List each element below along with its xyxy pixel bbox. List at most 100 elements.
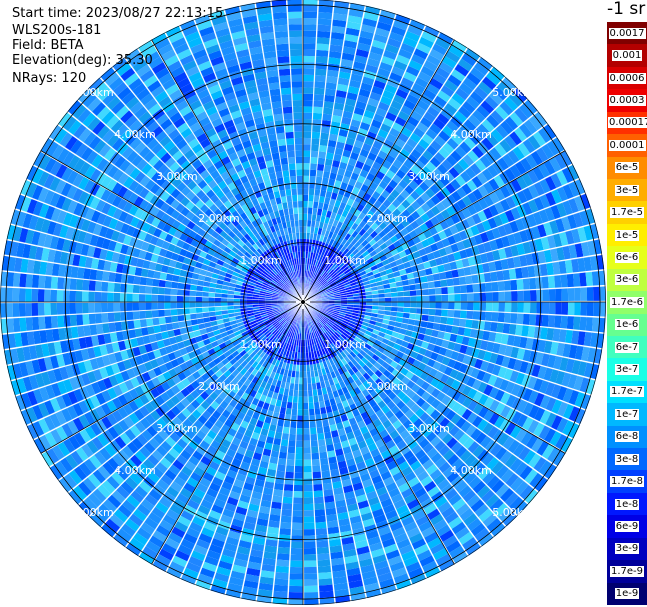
range-gate — [202, 286, 210, 293]
range-gate — [19, 273, 27, 288]
range-gate — [288, 309, 294, 315]
range-gate — [260, 344, 268, 352]
ray-separator — [302, 301, 494, 538]
range-gate — [372, 268, 380, 275]
range-gate — [284, 314, 290, 320]
range-gate — [394, 116, 407, 127]
range-gate — [316, 540, 329, 548]
range-gate — [516, 313, 524, 325]
range-gate — [303, 257, 306, 265]
range-gate — [365, 64, 379, 74]
range-gate — [80, 219, 91, 232]
range-gate — [329, 281, 336, 287]
range-gate — [457, 158, 470, 171]
range-gate — [362, 321, 370, 327]
range-gate — [446, 437, 458, 449]
range-gate — [549, 220, 559, 235]
range-gate — [271, 279, 278, 285]
range-gate — [323, 197, 331, 205]
range-gate — [258, 299, 266, 302]
range-gate — [304, 573, 318, 580]
range-gate — [249, 341, 257, 349]
range-gate — [259, 505, 271, 514]
ray-separator — [302, 301, 587, 411]
range-gate — [293, 358, 298, 365]
range-gate — [150, 410, 161, 422]
range-gate — [277, 340, 283, 347]
range-gate — [358, 367, 367, 376]
range-gate — [341, 536, 355, 546]
range-gate — [351, 222, 359, 231]
range-gate — [162, 338, 171, 347]
range-gate — [280, 327, 286, 334]
range-gate — [303, 535, 316, 542]
range-gate — [536, 440, 550, 456]
range-gate — [393, 573, 410, 584]
range-gate — [330, 342, 337, 350]
range-gate — [37, 289, 45, 302]
range-gate — [331, 247, 338, 255]
range-gate — [112, 423, 125, 436]
range-gate — [478, 508, 494, 523]
range-gate — [342, 110, 353, 119]
range-gate — [228, 250, 237, 258]
range-gate — [436, 163, 448, 175]
range-gate — [51, 144, 65, 160]
range-gate — [270, 450, 280, 458]
ray-separator — [255, 301, 304, 602]
range-gate — [246, 310, 254, 314]
range-gate — [359, 247, 367, 255]
range-gate — [254, 479, 265, 488]
range-gate — [198, 533, 213, 544]
range-gate — [112, 453, 125, 467]
range-gate — [138, 249, 147, 260]
range-gate — [405, 329, 413, 337]
range-gate — [374, 560, 389, 570]
range-gate — [246, 567, 261, 577]
range-gate — [343, 257, 350, 264]
range-gate — [448, 425, 460, 437]
range-gate — [345, 561, 360, 570]
range-gate — [374, 386, 384, 395]
range-gate — [278, 451, 288, 459]
range-gate — [374, 350, 383, 358]
range-gate — [261, 454, 271, 463]
range-gate — [221, 310, 229, 315]
range-gate — [509, 457, 523, 472]
range-gate — [452, 317, 460, 327]
range-gate — [565, 358, 575, 373]
range-gate — [340, 302, 348, 305]
range-gate — [244, 276, 252, 282]
range-gate — [273, 289, 280, 293]
range-gate — [349, 320, 357, 325]
range-gate — [420, 401, 431, 412]
range-gate — [326, 290, 333, 295]
range-gate — [296, 421, 303, 429]
range-gate — [598, 317, 606, 333]
range-gate — [343, 317, 351, 323]
range-gate — [125, 518, 140, 532]
range-gate — [468, 458, 482, 471]
range-gate — [282, 502, 293, 511]
range-gate — [321, 317, 328, 324]
range-gate — [279, 291, 286, 296]
range-gate — [262, 353, 269, 361]
range-gate — [238, 274, 246, 280]
range-gate — [239, 302, 247, 306]
range-gate — [90, 210, 101, 223]
range-gate — [27, 390, 38, 407]
range-gate — [442, 125, 455, 138]
range-gate — [0, 318, 8, 334]
range-gate — [418, 362, 427, 371]
range-gate — [181, 408, 192, 419]
range-gate — [117, 449, 130, 463]
range-gate — [377, 313, 385, 319]
range-gate — [176, 295, 184, 302]
range-gate — [20, 196, 32, 213]
range-gate — [229, 320, 237, 326]
range-gate — [149, 535, 165, 549]
range-gate — [169, 561, 185, 574]
range-gate — [349, 278, 356, 284]
range-gate — [431, 387, 441, 398]
range-gate — [541, 353, 550, 367]
